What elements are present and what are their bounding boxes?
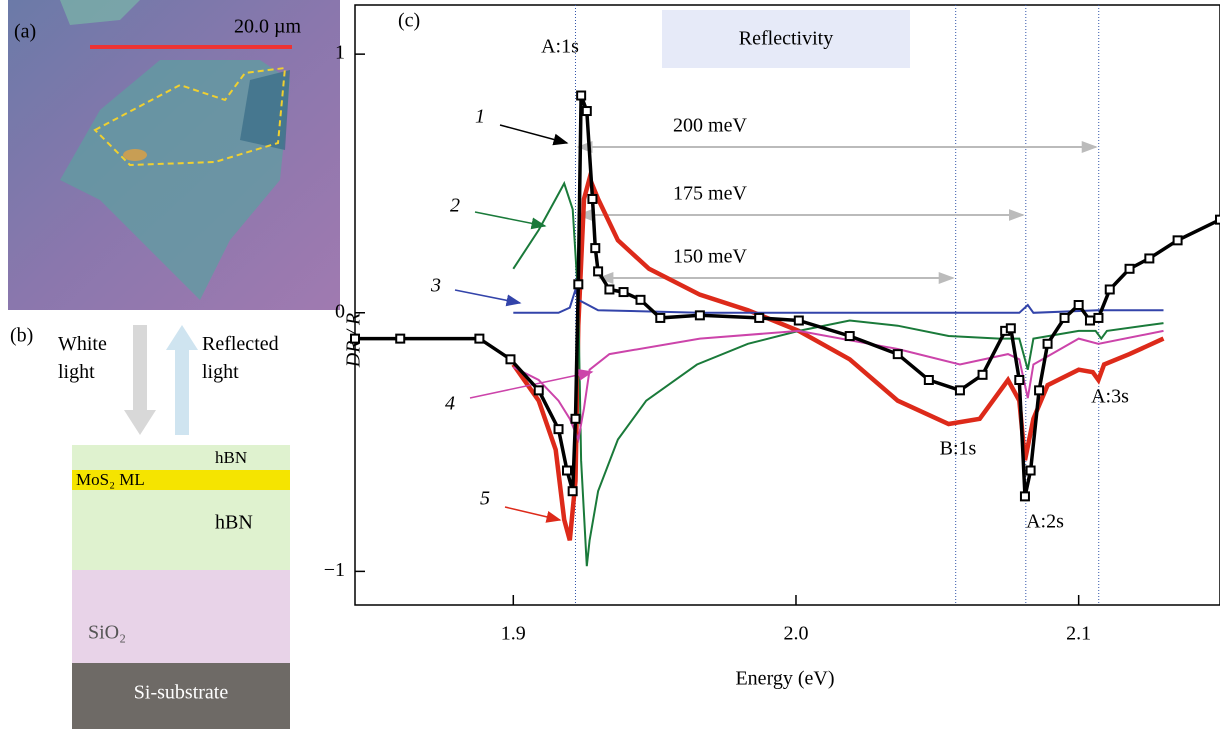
data-point: [553, 424, 564, 435]
data-point: [1084, 315, 1095, 326]
data-point: [474, 333, 485, 344]
series-pointer: [504, 506, 562, 523]
x-tick-label: 2.1: [1066, 623, 1091, 645]
x-tick-label: 2.0: [783, 623, 808, 645]
resonance-label: A:3s: [1091, 386, 1129, 408]
layer-label: hBN: [215, 448, 247, 467]
incoming-label: White light: [58, 333, 107, 383]
data-point: [350, 333, 360, 344]
data-point: [618, 287, 629, 298]
data-line: [511, 171, 1165, 541]
data-point: [567, 486, 578, 497]
series-pointer: [499, 124, 569, 146]
outgoing-label: Reflected light: [202, 333, 279, 383]
box-background: [662, 10, 910, 68]
data-point: [1059, 312, 1070, 323]
data-point: [635, 294, 646, 305]
y-tick-label: 1: [335, 42, 345, 64]
data-point: [892, 349, 903, 360]
data-point: [562, 465, 573, 476]
data-point: [570, 413, 581, 424]
data-point: [576, 90, 587, 101]
series-pointer: [469, 368, 594, 399]
data-point: [694, 310, 705, 321]
data-point: [1005, 323, 1016, 334]
layer-label: hBN: [215, 512, 253, 534]
resonance-label: B:1s: [940, 438, 977, 460]
data-point: [1093, 312, 1104, 323]
data-point: [1025, 465, 1036, 476]
y-tick-label: 0: [335, 300, 345, 322]
micrograph: [8, 0, 340, 310]
panel-label: (c): [398, 10, 420, 32]
data-point: [573, 279, 584, 290]
data-point: [754, 312, 765, 323]
data-point: [793, 315, 804, 326]
panel-label: (a): [14, 21, 36, 43]
data-point: [923, 375, 934, 385]
data-point: [1014, 375, 1025, 385]
data-point: [587, 193, 598, 204]
data-line: [513, 285, 1164, 314]
data-point: [533, 385, 544, 396]
layer-stack: [72, 445, 290, 729]
x-axis-label: Energy (eV): [735, 668, 834, 690]
data-point: [954, 385, 965, 396]
plot-frame: [354, 4, 1220, 606]
scale-bar-label: 20.0 µm: [234, 16, 302, 38]
data-point: [604, 284, 615, 295]
layer-label: Si-substrate: [134, 682, 229, 704]
data-point: [593, 266, 604, 277]
layer-label: MoS₂ ML: [76, 470, 145, 489]
spacing-label: 200 meV: [673, 115, 747, 137]
data-point: [1172, 235, 1183, 246]
data-point: [1104, 284, 1115, 295]
data-point: [1215, 214, 1220, 225]
spacing-label: 175 meV: [673, 183, 747, 205]
data-point: [1124, 263, 1135, 274]
data-point: [505, 354, 516, 365]
spacing-label: 150 meV: [673, 246, 747, 268]
series-label: 4: [445, 393, 455, 415]
data-point: [395, 333, 406, 344]
data-point: [590, 243, 601, 254]
data-line: [512, 180, 1164, 567]
data-point: [1042, 338, 1053, 349]
data-point: [977, 369, 988, 380]
series-pointer: [454, 289, 522, 307]
series-label: 1: [475, 106, 485, 128]
resonance-label: A:1s: [541, 36, 579, 58]
series-label: 5: [480, 488, 490, 510]
outgoing-label-box: Reflected light: [202, 333, 279, 383]
resonance-label: A:2s: [1026, 511, 1064, 533]
data-point: [581, 106, 592, 117]
x-tick-label: 1.9: [501, 623, 526, 645]
data-line: [512, 329, 1164, 444]
data-point: [1019, 491, 1030, 502]
data-point: [844, 331, 855, 342]
incoming-label-box: White light: [58, 333, 107, 383]
series-label: 2: [450, 195, 460, 217]
panel-label: (b): [10, 325, 33, 347]
box-label: Reflectivity: [739, 28, 833, 50]
y-tick-label: −1: [324, 559, 345, 581]
data-point: [655, 312, 666, 323]
data-point: [1034, 385, 1045, 396]
data-point: [1073, 300, 1084, 310]
layer-label: SiO₂: [88, 622, 126, 644]
light-arrows: [124, 325, 198, 435]
data-point: [1144, 253, 1155, 264]
series-label: 3: [430, 275, 441, 297]
series-pointer: [474, 211, 547, 230]
